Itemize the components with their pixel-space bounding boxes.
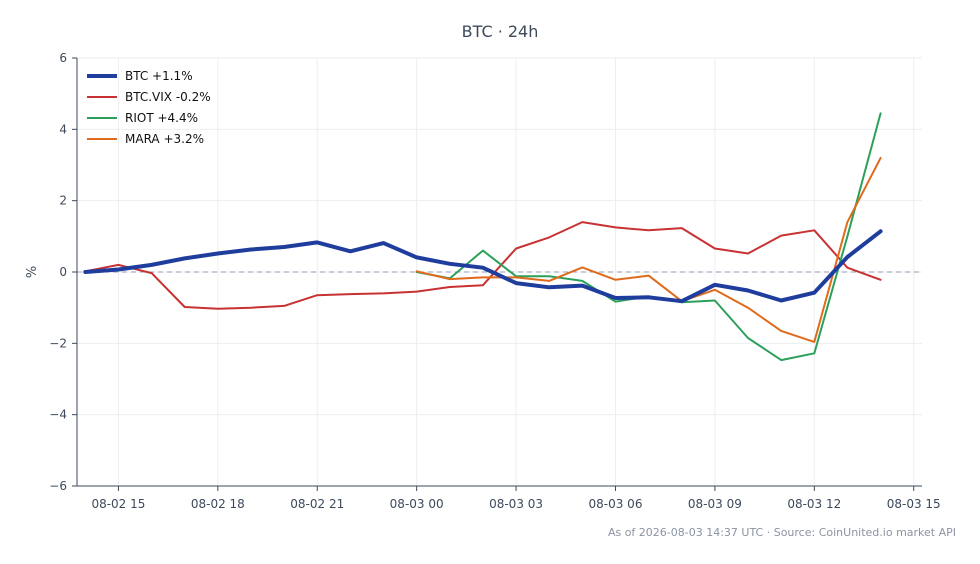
- series-line-btc: [83, 229, 883, 304]
- x-tick-label: 08-03 15: [887, 497, 941, 511]
- legend-entry-label: BTC +1.1%: [125, 69, 193, 83]
- y-tick-label: −2: [49, 336, 67, 350]
- grid: [77, 57, 922, 487]
- x-tick-label: 08-02 15: [91, 497, 145, 511]
- series-layer: [83, 112, 883, 362]
- chart-title: BTC · 24h: [462, 22, 539, 41]
- y-tick-label: 6: [59, 51, 67, 65]
- x-tick-label: 08-02 21: [290, 497, 344, 511]
- legend-entry-label: BTC.VIX -0.2%: [125, 90, 211, 104]
- source-footer: As of 2026-08-03 14:37 UTC · Source: Coi…: [607, 526, 956, 539]
- y-tick-label: 4: [59, 122, 67, 136]
- x-tick-label: 08-03 03: [489, 497, 543, 511]
- legend-entry-label: RIOT +4.4%: [125, 111, 198, 125]
- y-tick-label: 0: [59, 265, 67, 279]
- y-tick-label: −4: [49, 408, 67, 422]
- series-line-riot: [415, 112, 882, 362]
- x-tick-label: 08-03 12: [787, 497, 841, 511]
- x-tick-label: 08-03 09: [688, 497, 742, 511]
- axes: −6 −4 −2 0 2 4 6 08-02 15 08-02 18 08-02 21 08-03 …: [49, 51, 940, 511]
- x-tick-label: 08-03 06: [589, 497, 643, 511]
- series-line-mara: [415, 156, 882, 343]
- legend-entry-label: MARA +3.2%: [125, 132, 204, 146]
- x-tick-label: 08-02 18: [191, 497, 245, 511]
- series-line-btc-vix: [84, 221, 882, 310]
- y-tick-label: −6: [49, 479, 67, 493]
- y-axis-label: %: [25, 266, 40, 278]
- y-tick-label: 2: [59, 194, 67, 208]
- legend: BTC +1.1% BTC.VIX -0.2% RIOT +4.4% MARA +3.…: [87, 69, 211, 146]
- x-tick-label: 08-03 00: [390, 497, 444, 511]
